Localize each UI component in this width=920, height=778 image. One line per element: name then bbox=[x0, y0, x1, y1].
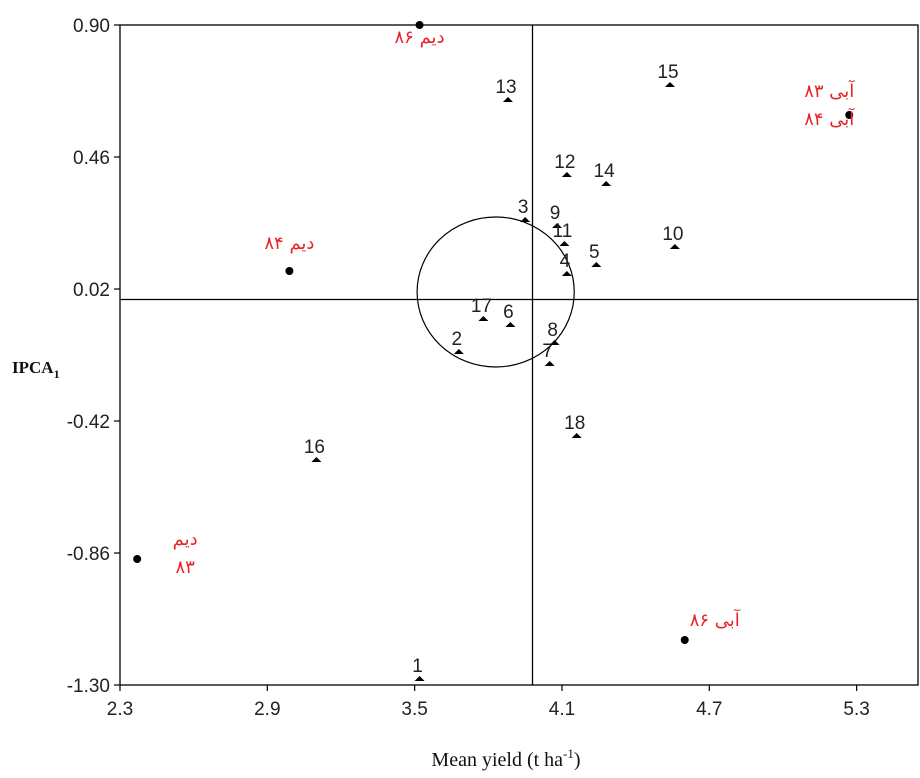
genotype-label: 2 bbox=[452, 329, 463, 350]
genotype-marker bbox=[665, 82, 676, 87]
environment-marker bbox=[285, 267, 294, 275]
genotype-label: 11 bbox=[553, 221, 573, 242]
genotype-marker bbox=[414, 676, 425, 681]
genotype-marker bbox=[669, 244, 680, 249]
genotype-label: 10 bbox=[662, 224, 683, 245]
genotype-label: 6 bbox=[503, 302, 514, 323]
genotype-marker bbox=[478, 316, 489, 321]
x-axis-title: Mean yield (t ha-1) bbox=[431, 746, 580, 771]
genotype-label: 5 bbox=[589, 242, 600, 263]
environment-marker bbox=[845, 111, 854, 119]
genotype-label: 1 bbox=[412, 656, 423, 677]
environment-label: دیم ۸۶ bbox=[395, 27, 445, 48]
genotype-label: 8 bbox=[547, 320, 558, 341]
stability-circle bbox=[416, 216, 575, 368]
environment-marker bbox=[133, 555, 142, 563]
x-tick-label: 4.1 bbox=[549, 699, 575, 720]
genotype-label: 14 bbox=[594, 161, 616, 182]
y-tick-label: -1.30 bbox=[67, 676, 110, 697]
y-tick-label: 0.46 bbox=[73, 148, 110, 169]
y-tick-label: -0.42 bbox=[67, 412, 110, 433]
genotype-label: 15 bbox=[657, 62, 678, 83]
genotype-marker bbox=[311, 457, 322, 462]
x-tick-label: 4.7 bbox=[696, 699, 722, 720]
y-tick-label: 0.02 bbox=[73, 280, 110, 301]
genotype-marker bbox=[520, 217, 531, 222]
genotype-label: 12 bbox=[554, 152, 575, 173]
genotype-marker bbox=[571, 433, 582, 438]
y-axis-ticks: 0.90 0.46 0.02 -0.42 -0.86 -1.30 bbox=[67, 16, 120, 697]
genotype-label: 18 bbox=[564, 413, 585, 434]
environment-label: دیم bbox=[173, 529, 198, 550]
genotype-label: 7 bbox=[542, 341, 553, 362]
environment-marker bbox=[680, 636, 689, 644]
x-tick-label: 3.5 bbox=[401, 699, 427, 720]
y-tick-label: -0.86 bbox=[67, 544, 110, 565]
genotype-marker bbox=[453, 349, 464, 354]
environment-label: ۸۳ bbox=[176, 557, 196, 578]
genotype-label: 3 bbox=[518, 197, 529, 218]
x-tick-label: 5.3 bbox=[843, 699, 869, 720]
genotype-label: 9 bbox=[550, 203, 561, 224]
genotype-marker bbox=[601, 181, 612, 186]
plot-frame bbox=[119, 24, 919, 686]
genotype-marker bbox=[559, 241, 570, 246]
genotype-marker bbox=[544, 361, 555, 366]
x-axis-ticks: 2.3 2.9 3.5 4.1 4.7 5.3 bbox=[107, 685, 870, 720]
x-tick-label: 2.9 bbox=[254, 699, 280, 720]
genotype-marker bbox=[591, 262, 602, 267]
environment-label: آبی ۸۴ bbox=[804, 107, 855, 130]
genotype-label: 16 bbox=[304, 437, 325, 458]
genotype-label: 4 bbox=[560, 251, 571, 272]
environment-label: آبی ۸۳ bbox=[804, 79, 855, 102]
environment-label: دیم ۸۴ bbox=[264, 233, 314, 254]
genotype-label: 13 bbox=[495, 77, 516, 98]
genotype-marker bbox=[561, 271, 572, 276]
genotype-label: 17 bbox=[471, 296, 492, 317]
genotype-marker bbox=[502, 97, 513, 102]
genotype-marker bbox=[561, 172, 572, 177]
y-tick-label: 0.90 bbox=[73, 16, 110, 37]
environment-marker bbox=[415, 21, 424, 29]
genotype-marker bbox=[552, 223, 563, 228]
environment-points: دیم ۸۶ دیم ۸۴ دیم ۸۳ آبی ۸۳ آبی ۸۴ آبی ۸۶ bbox=[133, 21, 855, 644]
y-axis-title: IPCA1 bbox=[12, 358, 60, 381]
x-tick-label: 2.3 bbox=[107, 699, 133, 720]
environment-label: آبی ۸۶ bbox=[690, 608, 741, 631]
genotype-marker bbox=[549, 340, 560, 345]
genotype-marker bbox=[505, 322, 516, 327]
